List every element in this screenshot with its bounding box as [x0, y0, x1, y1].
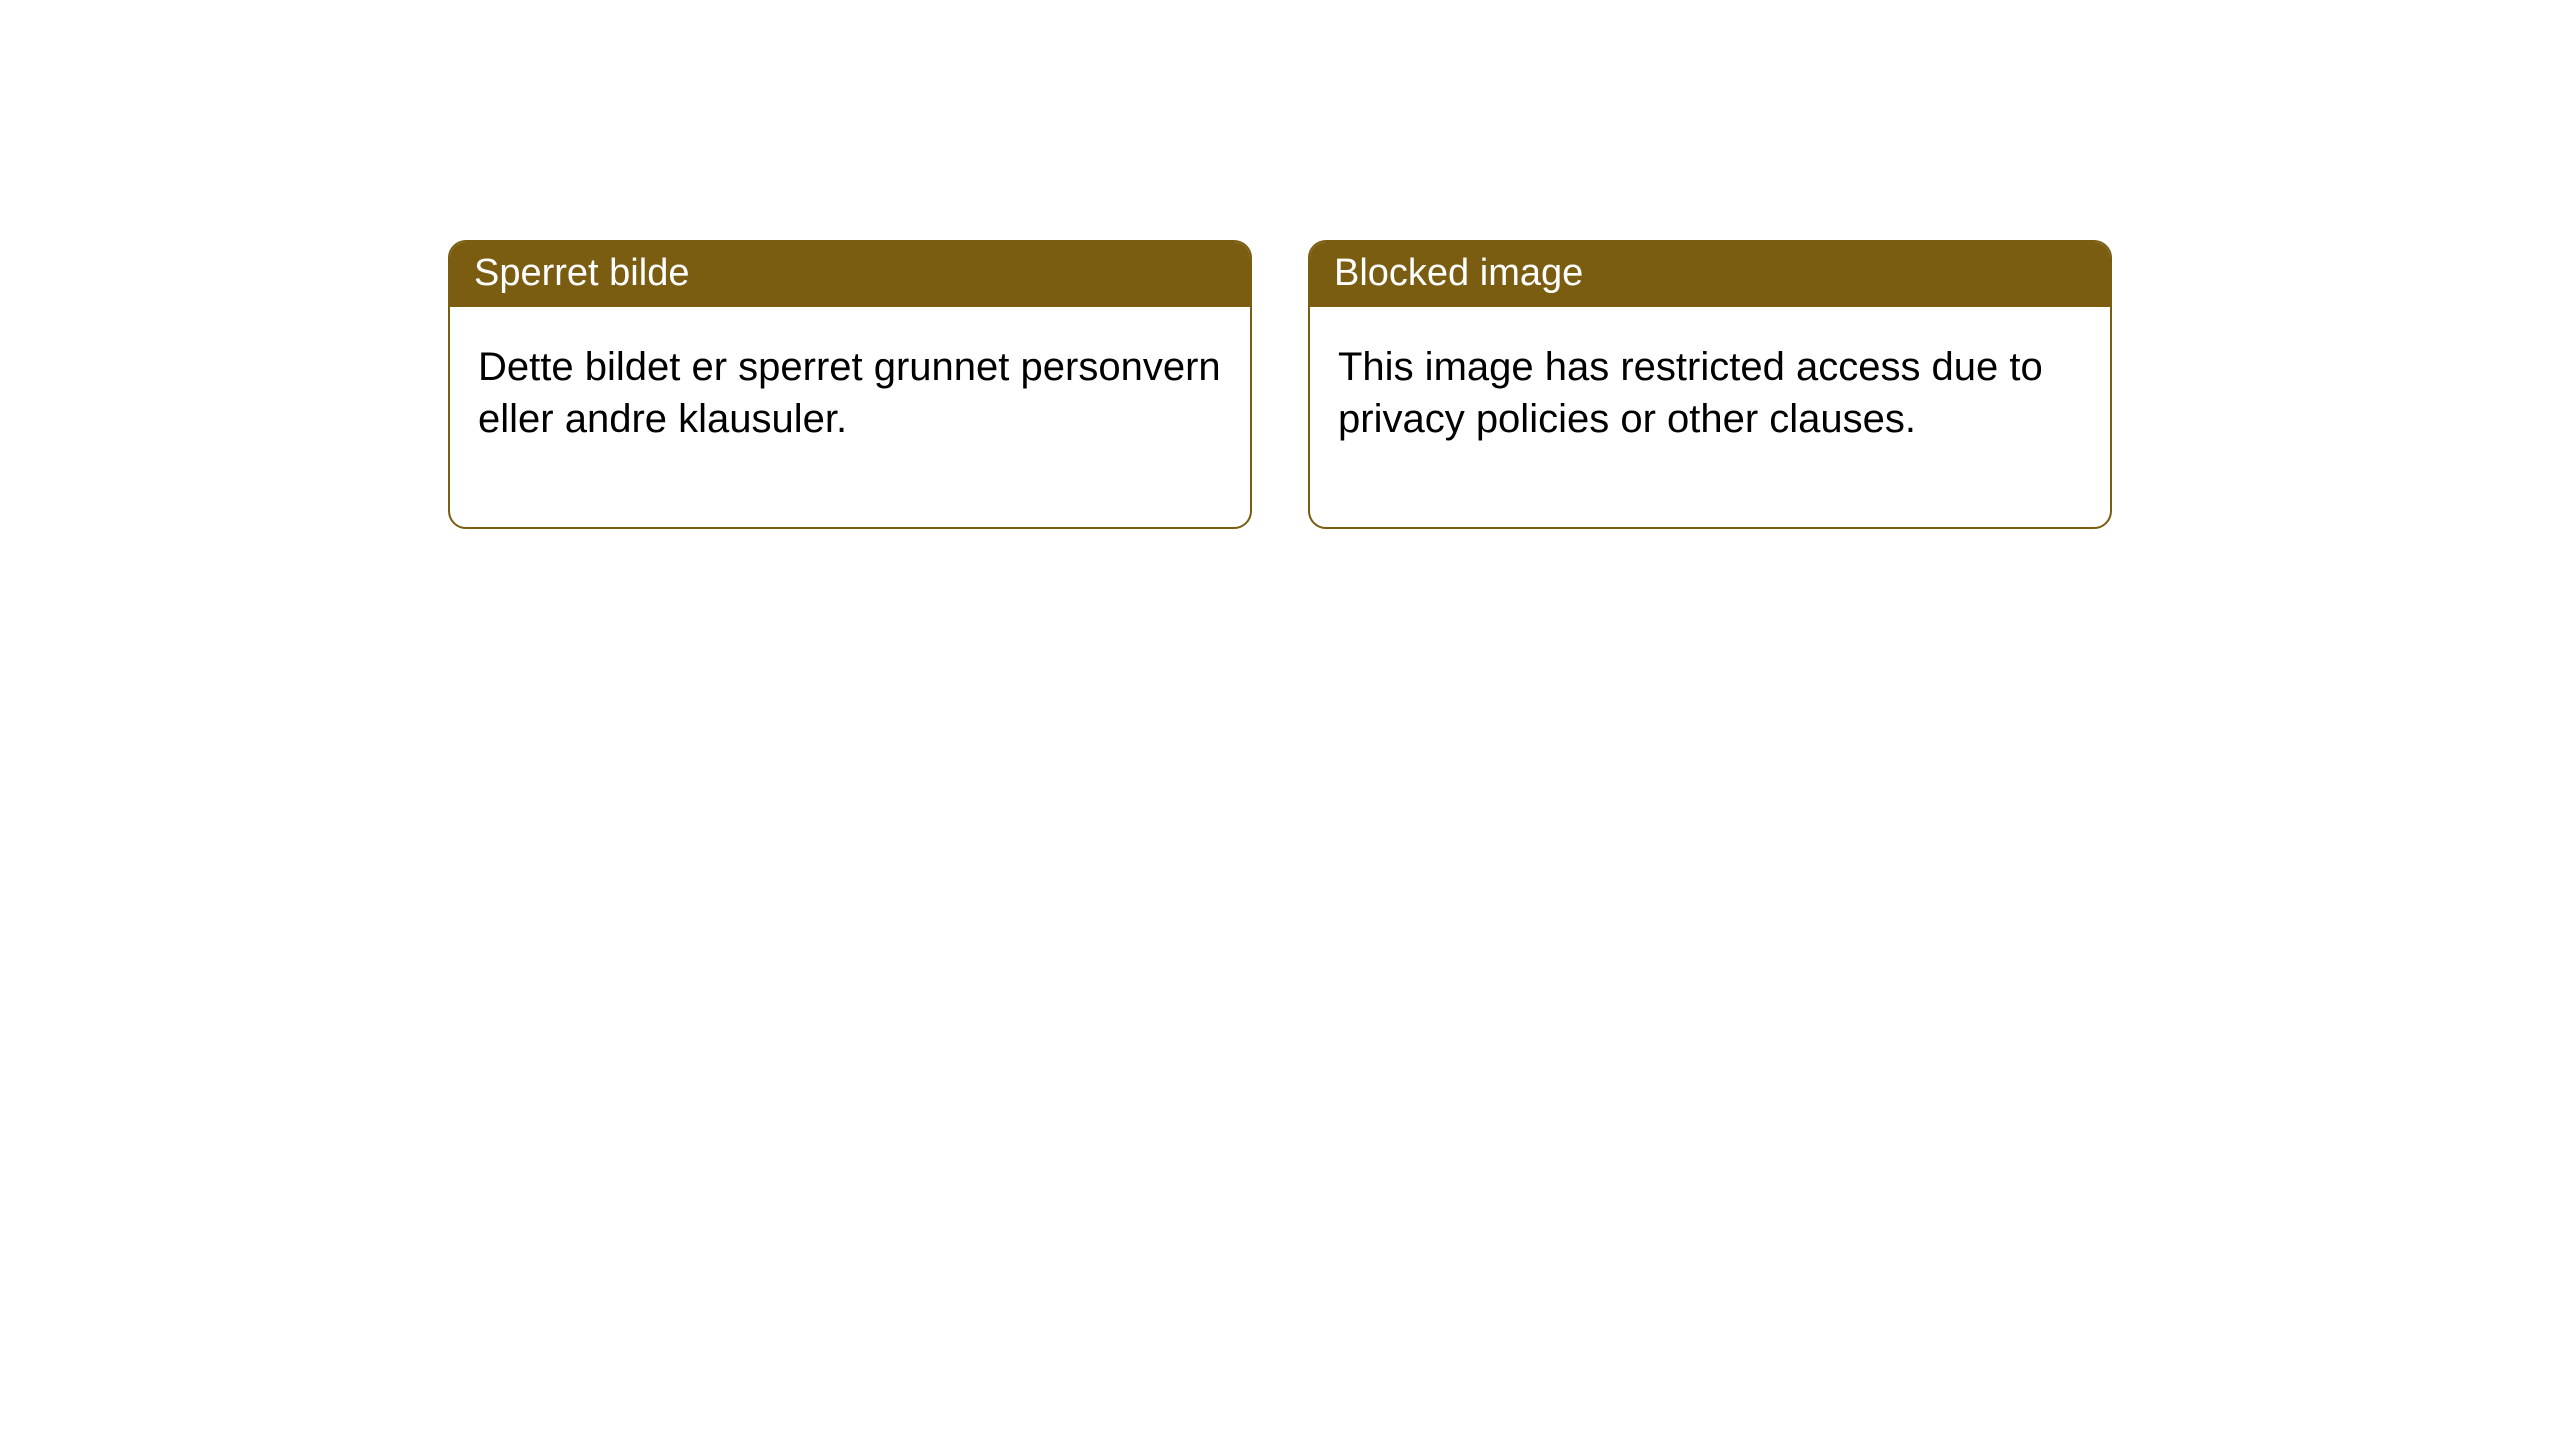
notice-title: Blocked image [1310, 242, 2110, 307]
notice-card-norwegian: Sperret bilde Dette bildet er sperret gr… [448, 240, 1252, 529]
notice-body: Dette bildet er sperret grunnet personve… [450, 307, 1250, 527]
notice-container: Sperret bilde Dette bildet er sperret gr… [0, 0, 2560, 529]
notice-card-english: Blocked image This image has restricted … [1308, 240, 2112, 529]
notice-title: Sperret bilde [450, 242, 1250, 307]
notice-body: This image has restricted access due to … [1310, 307, 2110, 527]
